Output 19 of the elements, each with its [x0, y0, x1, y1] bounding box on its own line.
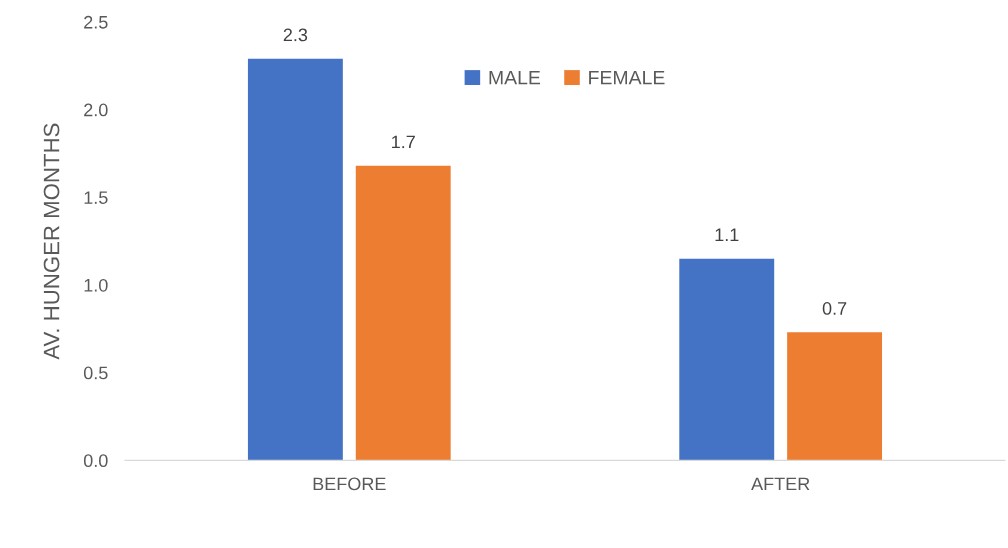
- data-label: 0.7: [822, 302, 847, 315]
- bar: [247, 58, 343, 461]
- y-axis-title: AV. HUNGER MONTHS: [43, 123, 60, 360]
- y-tick-label: 1.0: [84, 278, 108, 292]
- y-tick-label: 2.0: [84, 103, 108, 117]
- data-label: 2.3: [283, 28, 308, 42]
- legend-label: MALE: [489, 70, 541, 85]
- x-tick-label: BEFORE: [313, 477, 386, 491]
- y-tick-label: 0.0: [83, 454, 108, 468]
- x-tick-label: AFTER: [751, 477, 810, 491]
- y-tick-label: 2.5: [84, 15, 108, 29]
- data-label: 1.7: [392, 135, 415, 149]
- bar: [787, 332, 883, 461]
- bar: [355, 165, 451, 461]
- y-tick-label: 0.5: [83, 366, 108, 380]
- data-label: 1.1: [715, 228, 739, 242]
- y-tick-label: 1.5: [84, 191, 108, 204]
- legend-label: FEMALE: [589, 70, 665, 85]
- bar: [679, 258, 775, 461]
